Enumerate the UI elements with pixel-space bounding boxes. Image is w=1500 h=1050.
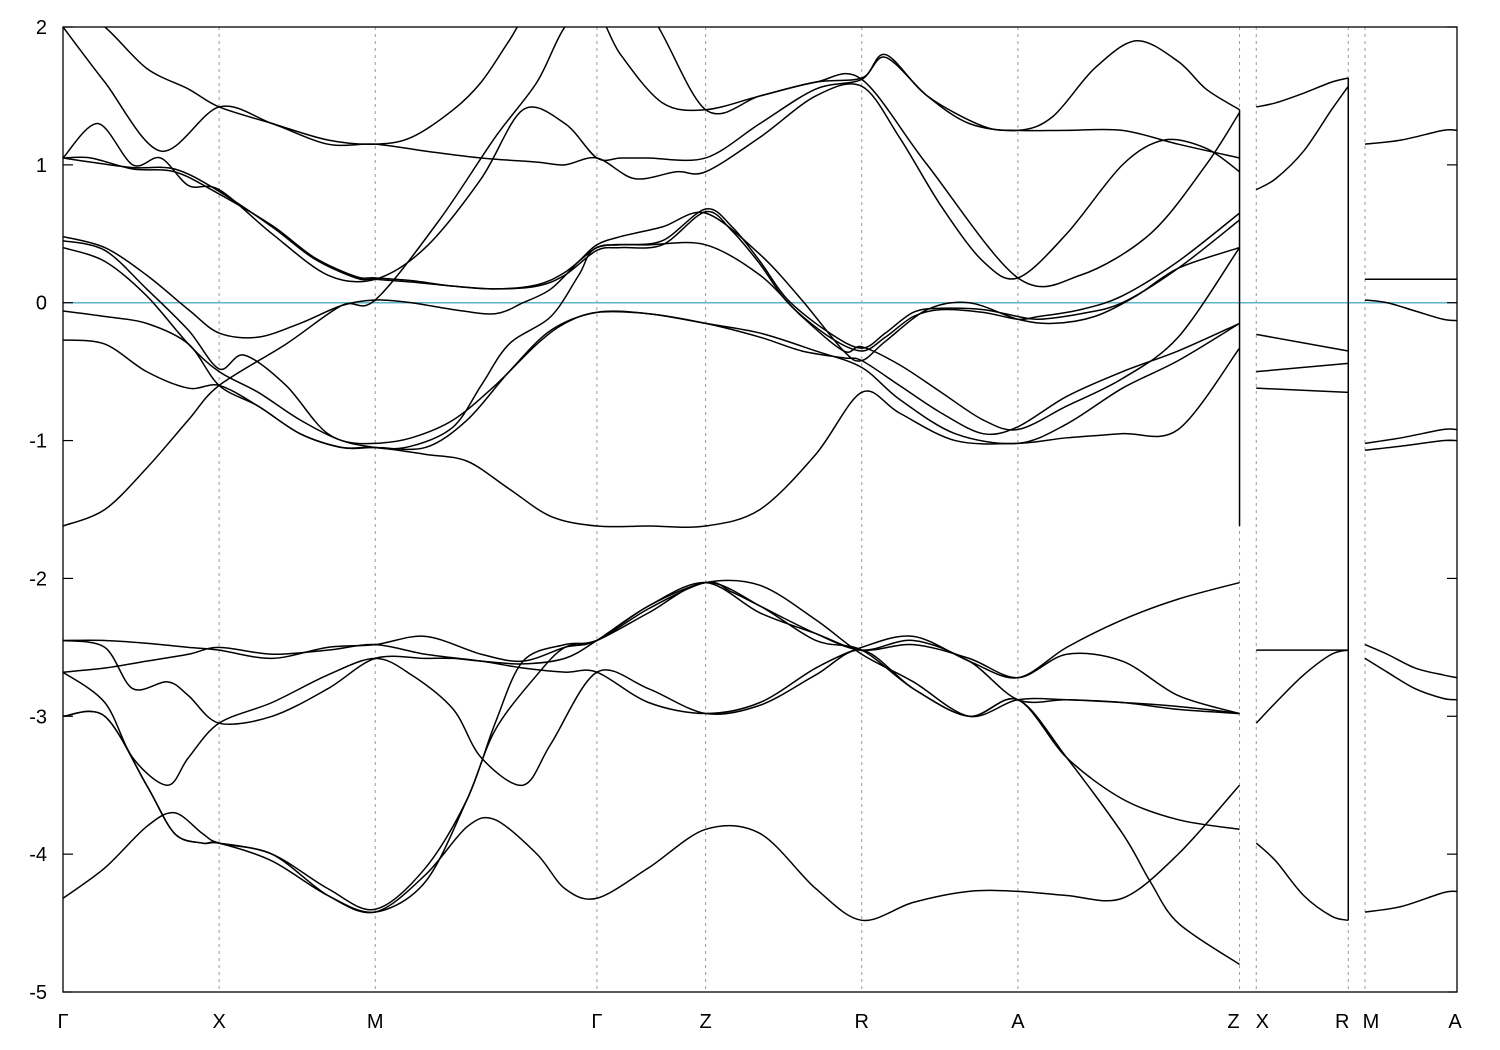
xtick-label-9: R <box>1335 1011 1349 1033</box>
band-22 <box>1256 387 1349 394</box>
band-13 <box>63 579 1240 726</box>
band-5 <box>63 310 1240 451</box>
xtick-label-10: M <box>1363 1011 1380 1033</box>
path-breaks <box>1238 78 1350 921</box>
plot-frame <box>62 26 1458 993</box>
ytick-label-6: -4 <box>29 844 47 866</box>
band-17 <box>63 581 1240 911</box>
band-11 <box>63 581 1240 715</box>
ytick-label-7: -5 <box>29 982 47 1004</box>
band-14 <box>63 649 1240 831</box>
xtick-label-8: X <box>1256 1011 1269 1033</box>
band-26 <box>1364 128 1457 145</box>
ytick-label-0: 2 <box>36 17 47 39</box>
xtick-label-6: A <box>1011 1011 1025 1033</box>
y-axis-ticks: 2 1 0 -1 -2 -3 -4 -5 <box>29 17 1457 1004</box>
xtick-label-2: M <box>367 1011 384 1033</box>
band-2 <box>63 211 1240 362</box>
band-3 <box>63 239 1241 450</box>
band-31 <box>1364 643 1457 679</box>
band-20 <box>1256 333 1349 352</box>
band-25 <box>1255 842 1349 922</box>
band-8 <box>63 27 1240 280</box>
xtick-label-4: Z <box>700 1011 712 1033</box>
kpoint-grid-lines <box>218 27 1366 992</box>
band-19 <box>1255 85 1349 191</box>
xtick-label-11: A <box>1448 1011 1462 1033</box>
ytick-label-3: -1 <box>29 431 47 453</box>
xtick-label-5: R <box>855 1011 869 1033</box>
band-4 <box>63 246 1240 445</box>
band-7 <box>63 27 1241 527</box>
band-29 <box>1364 428 1457 445</box>
band-curves <box>63 27 1457 966</box>
band-12 <box>63 581 1240 715</box>
ytick-label-4: -2 <box>29 568 47 590</box>
xtick-label-3: Γ <box>591 1011 602 1033</box>
band-21 <box>1256 362 1349 373</box>
band-28 <box>1364 299 1457 322</box>
band-24 <box>1255 649 1349 724</box>
band-6 <box>63 339 1241 528</box>
band-15 <box>63 581 1240 966</box>
band-33 <box>1364 890 1457 913</box>
ytick-label-2: 0 <box>36 293 47 315</box>
ytick-label-5: -3 <box>29 706 47 728</box>
xtick-label-7: Z <box>1227 1011 1239 1033</box>
xtick-label-0: Γ <box>57 1011 68 1033</box>
band-32 <box>1364 657 1457 701</box>
band-10 <box>103 27 1240 146</box>
band-16 <box>63 784 1241 922</box>
ytick-label-1: 1 <box>36 155 47 177</box>
band-18 <box>1256 77 1349 108</box>
xtick-label-1: X <box>212 1011 225 1033</box>
band-1 <box>63 156 1241 349</box>
